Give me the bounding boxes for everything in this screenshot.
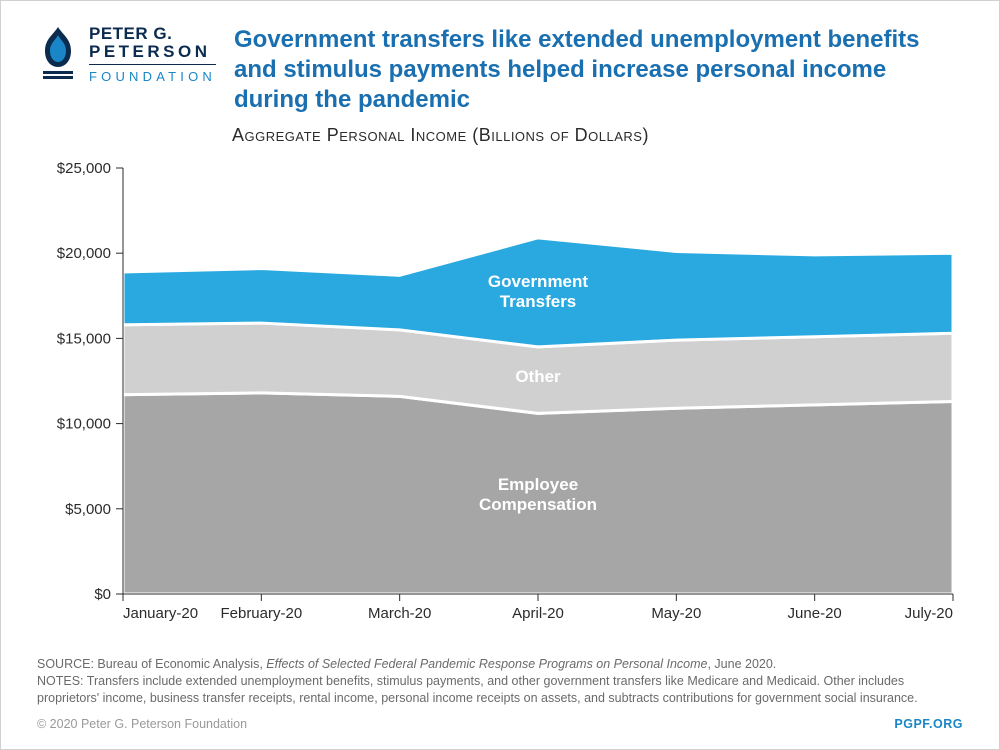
stacked-area-chart: $0 $5,000 $10,000 $15,000 $20,000 $25,000 Janu…	[37, 158, 963, 628]
svg-text:January-20: January-20	[123, 605, 198, 622]
logo-line-1: PETER G.	[89, 25, 216, 43]
source-title: Effects of Selected Federal Pandemic Res…	[266, 657, 707, 671]
source-line: SOURCE: Bureau of Economic Analysis, Eff…	[37, 656, 963, 673]
source-prefix: SOURCE: Bureau of Economic Analysis,	[37, 657, 266, 671]
svg-text:Other: Other	[515, 367, 561, 386]
svg-text:$20,000: $20,000	[57, 245, 111, 262]
svg-text:Government: Government	[488, 272, 588, 291]
svg-text:May-20: May-20	[651, 605, 701, 622]
svg-text:February-20: February-20	[220, 605, 302, 622]
svg-text:$15,000: $15,000	[57, 330, 111, 347]
copyright-text: © 2020 Peter G. Peterson Foundation	[37, 717, 247, 731]
foundation-logo: PETER G. PETERSON FOUNDATION	[37, 25, 216, 83]
svg-text:$5,000: $5,000	[65, 501, 111, 518]
svg-text:March-20: March-20	[368, 605, 431, 622]
pgpf-link[interactable]: PGPF.ORG	[894, 717, 963, 731]
svg-text:$25,000: $25,000	[57, 160, 111, 177]
logo-line-2: PETERSON	[89, 43, 216, 61]
footer: SOURCE: Bureau of Economic Analysis, Eff…	[37, 656, 963, 731]
chart-title: Government transfers like extended unemp…	[234, 25, 963, 115]
chart-container: $0 $5,000 $10,000 $15,000 $20,000 $25,000 Janu…	[37, 158, 963, 628]
flame-icon	[37, 25, 79, 81]
notes-line: NOTES: Transfers include extended unempl…	[37, 673, 963, 707]
svg-text:April-20: April-20	[512, 605, 564, 622]
svg-text:Employee: Employee	[498, 475, 578, 494]
logo-line-3: FOUNDATION	[89, 70, 216, 84]
svg-text:$10,000: $10,000	[57, 416, 111, 433]
svg-text:June-20: June-20	[788, 605, 842, 622]
logo-separator	[89, 64, 216, 65]
svg-text:Compensation: Compensation	[479, 495, 597, 514]
chart-subtitle: Aggregate Personal Income (Billions of D…	[196, 125, 999, 150]
svg-text:Transfers: Transfers	[500, 292, 577, 311]
svg-text:July-20: July-20	[905, 605, 953, 622]
header: PETER G. PETERSON FOUNDATION Government …	[1, 1, 999, 127]
source-suffix: , June 2020.	[707, 657, 776, 671]
svg-text:$0: $0	[94, 586, 111, 603]
